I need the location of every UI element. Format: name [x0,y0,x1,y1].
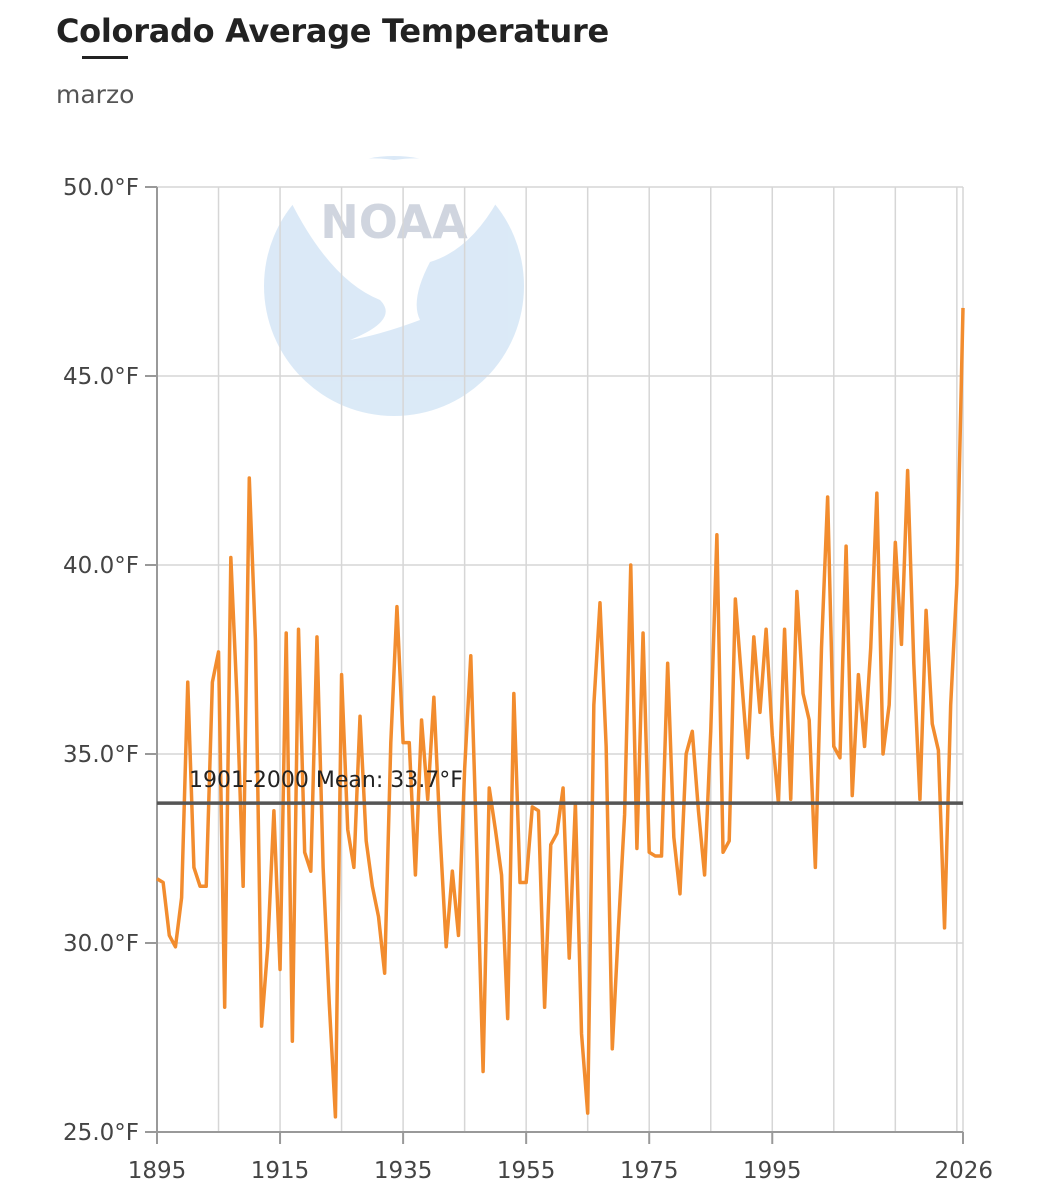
y-tick-label: 50.0°F [63,175,139,201]
x-tick-label: 1975 [620,1158,679,1184]
x-tick-label: 1895 [128,1158,187,1184]
y-tick-label: 45.0°F [63,364,139,390]
x-tick-label: 1915 [251,1158,310,1184]
temperature-series-line [157,308,963,1117]
y-tick-label: 25.0°F [63,1120,139,1146]
y-tick-label: 30.0°F [63,931,139,957]
x-tick-label: 1935 [374,1158,433,1184]
y-tick-label: 35.0°F [63,742,139,768]
y-tick-label: 40.0°F [63,553,139,579]
noaa-watermark-text: NOAA [320,195,468,249]
x-axis-ticks: 1895 1915 1935 1955 1975 1995 2026 [128,1132,993,1184]
x-tick-label: 2026 [934,1158,993,1184]
noaa-watermark: NOAA [264,156,524,416]
x-tick-label: 1955 [497,1158,556,1184]
y-axis-ticks: 25.0°F 30.0°F 35.0°F 40.0°F 45.0°F 50.0°F [63,175,157,1146]
x-tick-label: 1995 [743,1158,802,1184]
mean-label: 1901-2000 Mean: 33.7°F [189,768,463,793]
